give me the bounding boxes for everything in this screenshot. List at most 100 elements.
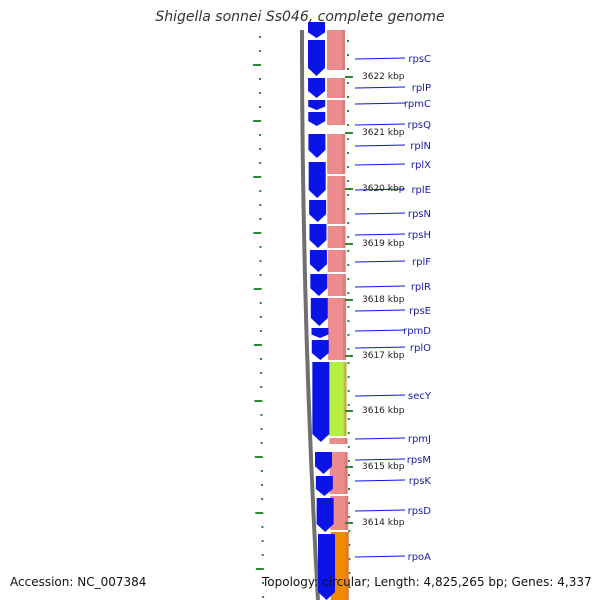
rna-segment-edge — [342, 134, 346, 174]
rna-segment-edge — [345, 496, 349, 530]
gene-label: rplR — [411, 282, 431, 293]
gene-label: rpsK — [409, 476, 432, 487]
scale-tick — [345, 188, 353, 190]
guide-dot — [347, 320, 350, 322]
guide-dot — [259, 246, 262, 248]
backbone-arc — [300, 30, 320, 600]
guide-dot — [259, 92, 262, 94]
guide-dot — [347, 96, 350, 98]
gene-leader-line — [354, 86, 406, 89]
guide-dot — [259, 134, 262, 136]
guide-dot — [259, 302, 262, 304]
guide-dot — [348, 572, 351, 574]
map-title: Shigella sonnei Ss046, complete genome — [155, 9, 445, 25]
guide-dot — [347, 110, 350, 112]
gene-label: rplN — [410, 141, 431, 152]
guide-dot — [260, 470, 263, 472]
gene-leader-line — [354, 437, 406, 440]
guide-dot — [347, 68, 350, 70]
rna-segment-edge — [342, 250, 346, 272]
guide-dot — [347, 292, 350, 294]
rna-segment — [327, 100, 346, 125]
scale-tick-label: 3622 kbp — [362, 72, 405, 82]
scale-tick — [345, 355, 353, 357]
scale-tick-label: 3615 kbp — [362, 462, 405, 472]
scale-tick-label: 3614 kbp — [362, 518, 405, 528]
rna-segment-edge — [343, 298, 347, 360]
guide-dot — [347, 306, 350, 308]
guide-dot — [347, 54, 350, 56]
guide-dot — [259, 190, 262, 192]
guide-dot — [347, 250, 350, 252]
guide-dot — [347, 348, 350, 350]
gene-leader-line — [354, 555, 406, 558]
scale-tick — [345, 410, 353, 412]
cds-arrow — [315, 476, 333, 496]
gene-leader-line — [354, 309, 406, 312]
guide-dot — [347, 446, 350, 448]
guide-dot — [347, 138, 350, 140]
guide-dot — [259, 36, 262, 38]
cds-arrow — [311, 328, 329, 338]
guide-dot — [347, 460, 350, 462]
cds-arrow — [308, 78, 326, 98]
gene-leader-line — [354, 102, 406, 105]
guide-dot — [347, 194, 350, 196]
scale-tick-label: 3616 kbp — [362, 406, 405, 416]
scale-tick — [345, 132, 353, 134]
guide-dot — [260, 358, 263, 360]
rna-segment — [327, 30, 345, 70]
guide-dot — [260, 428, 263, 430]
guide-dot — [348, 516, 351, 518]
guide-dot — [347, 432, 350, 434]
guide-dot — [255, 568, 264, 570]
guide-dot — [259, 218, 262, 220]
guide-dot — [261, 540, 264, 542]
cds-track — [308, 22, 336, 600]
guide-dot — [253, 232, 262, 234]
guide-dot — [261, 526, 264, 528]
scale-tick-label: 3619 kbp — [362, 239, 405, 249]
gene-leader-line — [354, 163, 406, 166]
guide-dot — [262, 582, 265, 584]
topology-label: Topology: circular; Length: 4,825,265 bp… — [262, 575, 592, 589]
rna-segment — [327, 226, 346, 248]
cds-arrow — [311, 340, 329, 360]
guide-dot — [348, 530, 351, 532]
scale-tick — [345, 76, 353, 78]
guide-dot — [261, 484, 264, 486]
guide-dot — [347, 40, 350, 42]
guide-dot — [259, 204, 262, 206]
gene-label: rpsM — [407, 455, 431, 466]
gene-leader-line — [354, 212, 406, 215]
guide-dot — [253, 64, 262, 66]
guide-dot — [259, 316, 262, 318]
guide-dot — [259, 50, 262, 52]
cds-arrow — [315, 452, 333, 474]
gene-leader-line — [354, 479, 406, 482]
gene-label: rpmD — [403, 326, 431, 337]
gene-label: rpsH — [408, 230, 431, 241]
gene-label: rplE — [411, 185, 431, 196]
guide-dot — [347, 390, 350, 392]
rna-segment-edge — [344, 452, 348, 494]
rna-segment — [330, 532, 349, 600]
guide-dot — [259, 106, 262, 108]
gene-leader-line — [354, 285, 406, 288]
rna-segment — [328, 298, 347, 360]
cds-arrow — [310, 274, 328, 296]
gene-label: rpsQ — [407, 120, 431, 131]
cds-arrow — [310, 298, 328, 326]
guide-dot — [259, 162, 262, 164]
guide-dot — [347, 208, 350, 210]
guide-dot — [260, 442, 263, 444]
guide-dot — [261, 554, 264, 556]
guide-dot — [347, 264, 350, 266]
guide-dot — [347, 124, 350, 126]
cds-arrow — [316, 498, 334, 532]
guide-dot — [253, 288, 262, 290]
guide-dot — [259, 274, 262, 276]
rna-segment — [329, 452, 348, 494]
guide-dot — [347, 166, 350, 168]
gene-label: rpsD — [408, 506, 432, 517]
